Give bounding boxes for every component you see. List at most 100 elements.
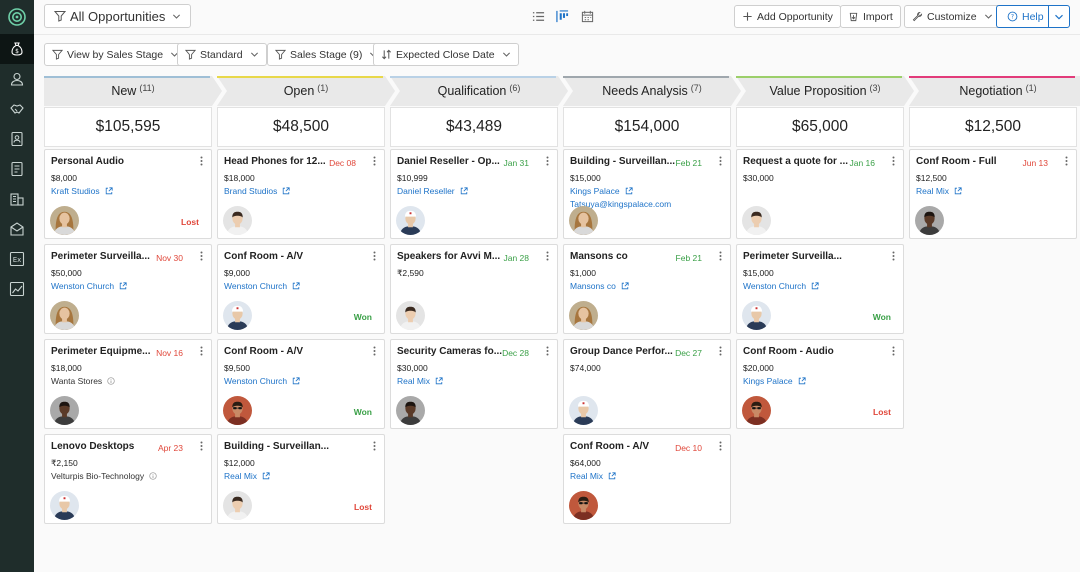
- account-name[interactable]: Kings Palace: [570, 186, 633, 196]
- opportunity-card[interactable]: Mansons co Feb 21 $1,000 Mansons co: [563, 244, 731, 334]
- opportunity-card[interactable]: Perimeter Surveilla... $15,000 Wenston Chu…: [736, 244, 904, 334]
- avatar[interactable]: [396, 301, 425, 330]
- external-link-icon[interactable]: [798, 377, 806, 385]
- opportunity-card[interactable]: Conf Room - A/V $9,000 Wenston Church Won: [217, 244, 385, 334]
- external-link-icon[interactable]: [621, 282, 629, 290]
- sales-stage-dropdown[interactable]: Sales Stage (9): [267, 43, 387, 66]
- avatar[interactable]: [223, 206, 252, 235]
- more-options-icon[interactable]: [371, 440, 377, 452]
- opportunity-name[interactable]: Building - Surveillan...: [224, 441, 330, 452]
- avatar[interactable]: [742, 301, 771, 330]
- opportunity-name[interactable]: Head Phones for 12...: [224, 156, 326, 167]
- avatar[interactable]: [569, 396, 598, 425]
- opportunity-card[interactable]: Building - Surveillan... $12,000 Real Mix L…: [217, 434, 385, 524]
- more-options-icon[interactable]: [717, 440, 723, 452]
- account-name[interactable]: Wenston Church: [743, 281, 819, 291]
- avatar[interactable]: [50, 206, 79, 235]
- more-options-icon[interactable]: [717, 250, 723, 262]
- external-link-icon[interactable]: [608, 472, 616, 480]
- avatar[interactable]: [223, 491, 252, 520]
- external-link-icon[interactable]: [262, 472, 270, 480]
- more-options-icon[interactable]: [890, 250, 896, 262]
- opportunity-name[interactable]: Perimeter Surveilla...: [743, 251, 842, 262]
- excel-icon[interactable]: Ex: [0, 244, 34, 274]
- account-name[interactable]: Wenston Church: [51, 281, 127, 291]
- avatar[interactable]: [396, 396, 425, 425]
- opportunity-name[interactable]: Personal Audio: [51, 156, 124, 167]
- building-icon[interactable]: [0, 184, 34, 214]
- opportunity-card[interactable]: Conf Room - Full Jun 13 $12,500 Real Mix: [909, 149, 1077, 239]
- handshake-icon[interactable]: [0, 94, 34, 124]
- kanban-view-icon[interactable]: [555, 9, 569, 23]
- info-icon[interactable]: [107, 377, 115, 385]
- contact-card-icon[interactable]: [0, 124, 34, 154]
- more-options-icon[interactable]: [544, 250, 550, 262]
- avatar[interactable]: [50, 301, 79, 330]
- opportunity-card[interactable]: Perimeter Surveilla... Nov 30 $50,000 Wenst…: [44, 244, 212, 334]
- external-link-icon[interactable]: [105, 187, 113, 195]
- external-link-icon[interactable]: [811, 282, 819, 290]
- mail-icon[interactable]: [0, 214, 34, 244]
- account-name[interactable]: Real Mix: [570, 471, 616, 481]
- stage-header[interactable]: New (11): [44, 76, 222, 106]
- external-link-icon[interactable]: [119, 282, 127, 290]
- avatar[interactable]: [742, 396, 771, 425]
- avatar[interactable]: [50, 491, 79, 520]
- person-icon[interactable]: [0, 64, 34, 94]
- add-opportunity-button[interactable]: Add Opportunity: [734, 5, 841, 28]
- contact-email[interactable]: Tatsuya@kingspalace.com: [570, 199, 672, 209]
- account-name[interactable]: Kraft Studios: [51, 186, 113, 196]
- opportunity-card[interactable]: Lenovo Desktops Apr 23 ₹2,150 Velturpis Bio…: [44, 434, 212, 524]
- opportunity-name[interactable]: Perimeter Surveilla...: [51, 251, 150, 262]
- more-options-icon[interactable]: [371, 155, 377, 167]
- document-icon[interactable]: [0, 154, 34, 184]
- account-name[interactable]: Wenston Church: [224, 281, 300, 291]
- opportunity-card[interactable]: Group Dance Perfor... Dec 27 $74,000: [563, 339, 731, 429]
- opportunity-card[interactable]: Request a quote for ... Jan 16 $30,000: [736, 149, 904, 239]
- opportunity-card[interactable]: Personal Audio $8,000 Kraft Studios Lost: [44, 149, 212, 239]
- help-button[interactable]: ? Help: [996, 5, 1055, 28]
- opportunity-name[interactable]: Conf Room - Full: [916, 156, 997, 167]
- standard-dropdown[interactable]: Standard: [177, 43, 267, 66]
- more-options-icon[interactable]: [717, 345, 723, 357]
- avatar[interactable]: [50, 396, 79, 425]
- opportunity-name[interactable]: Conf Room - A/V: [224, 251, 304, 262]
- opportunity-name[interactable]: Group Dance Perfor...: [570, 346, 673, 357]
- opportunity-card[interactable]: Perimeter Equipme... Nov 16 $18,000 Wanta S…: [44, 339, 212, 429]
- opportunity-card[interactable]: Daniel Reseller - Op... Jan 31 $10,999 Dani…: [390, 149, 558, 239]
- opportunity-name[interactable]: Speakers for Avvi M...: [397, 251, 501, 262]
- account-name[interactable]: Daniel Reseller: [397, 186, 468, 196]
- external-link-icon[interactable]: [292, 282, 300, 290]
- opportunity-card[interactable]: Conf Room - A/V Dec 10 $64,000 Real Mix: [563, 434, 731, 524]
- opportunity-name[interactable]: Daniel Reseller - Op...: [397, 156, 500, 167]
- external-link-icon[interactable]: [954, 187, 962, 195]
- avatar[interactable]: [742, 206, 771, 235]
- target-logo-icon[interactable]: [0, 0, 34, 34]
- account-name[interactable]: Mansons co: [570, 281, 629, 291]
- more-options-icon[interactable]: [544, 345, 550, 357]
- more-options-icon[interactable]: [890, 345, 896, 357]
- stage-header[interactable]: Qualification (6): [390, 76, 568, 106]
- account-name[interactable]: Real Mix: [224, 471, 270, 481]
- stage-header[interactable]: Negotiation (1): [909, 76, 1080, 106]
- account-name[interactable]: Wenston Church: [224, 376, 300, 386]
- account-name[interactable]: Real Mix: [916, 186, 962, 196]
- more-options-icon[interactable]: [1063, 155, 1069, 167]
- more-options-icon[interactable]: [198, 155, 204, 167]
- avatar[interactable]: [569, 206, 598, 235]
- more-options-icon[interactable]: [198, 250, 204, 262]
- opportunity-card[interactable]: Conf Room - A/V $9,500 Wenston Church Won: [217, 339, 385, 429]
- view-selector-dropdown[interactable]: All Opportunities: [44, 4, 192, 28]
- opportunity-name[interactable]: Conf Room - A/V: [224, 346, 304, 357]
- opportunity-card[interactable]: Security Cameras fo... Dec 28 $30,000 Real …: [390, 339, 558, 429]
- opportunity-name[interactable]: Mansons co: [570, 251, 628, 262]
- avatar[interactable]: [915, 206, 944, 235]
- money-bag-icon[interactable]: $: [0, 34, 34, 64]
- opportunity-name[interactable]: Security Cameras fo...: [397, 346, 503, 357]
- opportunity-name[interactable]: Lenovo Desktops: [51, 441, 135, 452]
- opportunity-card[interactable]: Head Phones for 12... Dec 08 $18,000 Brand …: [217, 149, 385, 239]
- avatar[interactable]: [569, 301, 598, 330]
- customize-dropdown[interactable]: Customize: [904, 5, 1001, 28]
- opportunity-name[interactable]: Request a quote for ...: [743, 156, 849, 167]
- more-options-icon[interactable]: [371, 345, 377, 357]
